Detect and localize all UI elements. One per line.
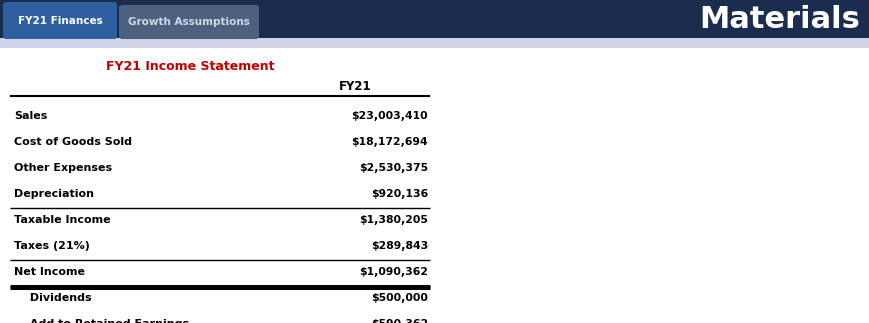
Text: Taxable Income: Taxable Income	[14, 215, 110, 225]
Text: Sales: Sales	[14, 111, 47, 121]
Text: Dividends: Dividends	[26, 293, 91, 303]
Text: Net Income: Net Income	[14, 267, 85, 277]
Text: FY21: FY21	[338, 79, 371, 92]
Text: FY21 Income Statement: FY21 Income Statement	[106, 59, 274, 72]
FancyBboxPatch shape	[3, 2, 116, 39]
Text: Other Expenses: Other Expenses	[14, 163, 112, 173]
Text: Taxes (21%): Taxes (21%)	[14, 241, 90, 251]
Text: Add to Retained Earnings: Add to Retained Earnings	[26, 319, 189, 323]
Text: Cost of Goods Sold: Cost of Goods Sold	[14, 137, 132, 147]
Text: $590,362: $590,362	[370, 319, 428, 323]
FancyBboxPatch shape	[119, 5, 259, 39]
Text: $289,843: $289,843	[370, 241, 428, 251]
Bar	[0, 0, 869, 38]
Text: FY21 Finances: FY21 Finances	[17, 16, 103, 26]
Text: $500,000: $500,000	[371, 293, 428, 303]
Text: Materials: Materials	[699, 5, 859, 34]
Text: $18,172,694: $18,172,694	[351, 137, 428, 147]
Text: $1,090,362: $1,090,362	[359, 267, 428, 277]
Text: $1,380,205: $1,380,205	[359, 215, 428, 225]
Bar	[0, 38, 869, 48]
Text: Growth Assumptions: Growth Assumptions	[128, 17, 249, 27]
Text: Depreciation: Depreciation	[14, 189, 94, 199]
Text: $2,530,375: $2,530,375	[359, 163, 428, 173]
Text: $920,136: $920,136	[370, 189, 428, 199]
Text: $23,003,410: $23,003,410	[351, 111, 428, 121]
